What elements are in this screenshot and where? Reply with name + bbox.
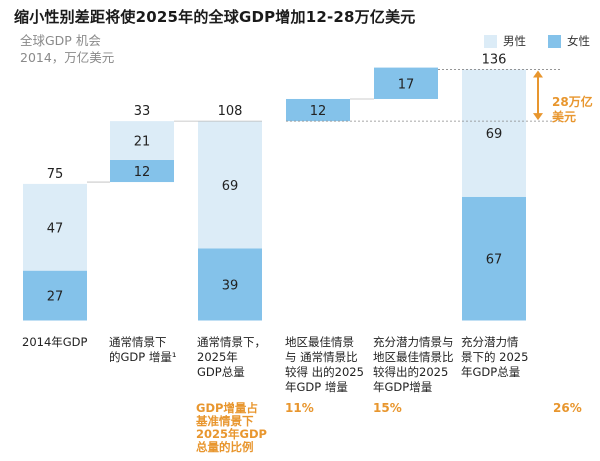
segment-value-label: 69 — [486, 127, 503, 142]
bar-total-label: 136 — [482, 52, 507, 67]
percent-row-label: 2025年GDP — [196, 427, 267, 441]
bar-segment — [286, 98, 350, 122]
bar-segment — [23, 183, 87, 271]
x-category-label: 景下的 2025 — [461, 350, 528, 364]
bracket-label: 28万亿 — [552, 94, 593, 109]
x-category-label: 较得出的2025 — [373, 365, 448, 379]
x-category-label: 2025年 — [197, 350, 238, 364]
x-category-label: 年GDP增量 — [373, 380, 432, 394]
x-category-label: 通常情景下， — [197, 335, 266, 349]
x-category-label: 较得 出的2025 — [285, 365, 364, 379]
chart-title: 缩小性别差距将使2025年的全球GDP增加12-28万亿美元 — [14, 8, 416, 26]
percent-value: 26% — [553, 401, 582, 415]
bracket-arrow-head-up — [533, 70, 543, 78]
x-category-label: 充分潜力情景与 — [373, 335, 454, 349]
segment-value-label: 12 — [134, 165, 151, 180]
segment-value-label: 39 — [222, 279, 239, 294]
bar-segment — [462, 69, 526, 197]
bar-segment — [374, 67, 438, 99]
bar-segment — [198, 248, 262, 321]
segment-value-label: 67 — [486, 253, 503, 268]
legend-female-swatch — [548, 34, 561, 48]
bar-segment — [23, 270, 87, 321]
x-category-label: 地区最佳情景比 — [373, 350, 454, 364]
bracket-label: 美元 — [552, 109, 576, 124]
bar-total-label: 75 — [47, 167, 64, 182]
subtitle-line-1: 全球GDP 机会 — [20, 33, 101, 48]
bracket-arrow-head-down — [533, 113, 543, 121]
x-category-label: 年GDP总量 — [461, 365, 520, 379]
percent-value: 11% — [285, 401, 314, 415]
x-category-label: 与 通常情景比 — [285, 350, 358, 364]
legend-female: 女性 — [548, 33, 590, 49]
bar-segment — [198, 121, 262, 249]
percent-row-label: GDP增量占 — [196, 401, 258, 415]
segment-value-label: 27 — [47, 290, 64, 305]
segment-value-label: 12 — [310, 104, 327, 119]
x-category-label: 年GDP 增量 — [285, 380, 348, 394]
x-category-label: 2014年GDP — [22, 335, 88, 349]
chart-subtitle: 全球GDP 机会 2014，万亿美元 — [20, 32, 114, 66]
subtitle-line-2: 2014，万亿美元 — [20, 50, 115, 65]
segment-value-label: 21 — [134, 135, 151, 150]
bar-segment — [462, 196, 526, 321]
percent-row-label: 基准情景下 — [195, 414, 254, 428]
x-category-label: 的GDP 增量¹ — [109, 350, 176, 364]
bar-total-label: 33 — [134, 104, 151, 119]
x-category-label: 地区最佳情景 — [285, 335, 354, 349]
legend-male-label: 男性 — [503, 34, 526, 48]
segment-value-label: 47 — [47, 221, 64, 236]
percent-row-label: 总量的比例 — [196, 440, 254, 454]
x-category-label: 通常情景下 — [109, 335, 167, 349]
legend-female-label: 女性 — [567, 34, 590, 48]
legend-male-swatch — [484, 34, 497, 48]
bar-total-label: 108 — [218, 104, 243, 119]
bar-segment — [110, 159, 174, 183]
bar-segment — [110, 121, 174, 160]
percent-value: 15% — [373, 401, 402, 415]
x-category-label: GDP总量 — [197, 365, 245, 379]
segment-value-label: 17 — [398, 77, 415, 92]
segment-value-label: 69 — [222, 179, 239, 194]
legend-male: 男性 — [484, 33, 526, 49]
x-category-label: 充分潜力情 — [461, 335, 519, 349]
